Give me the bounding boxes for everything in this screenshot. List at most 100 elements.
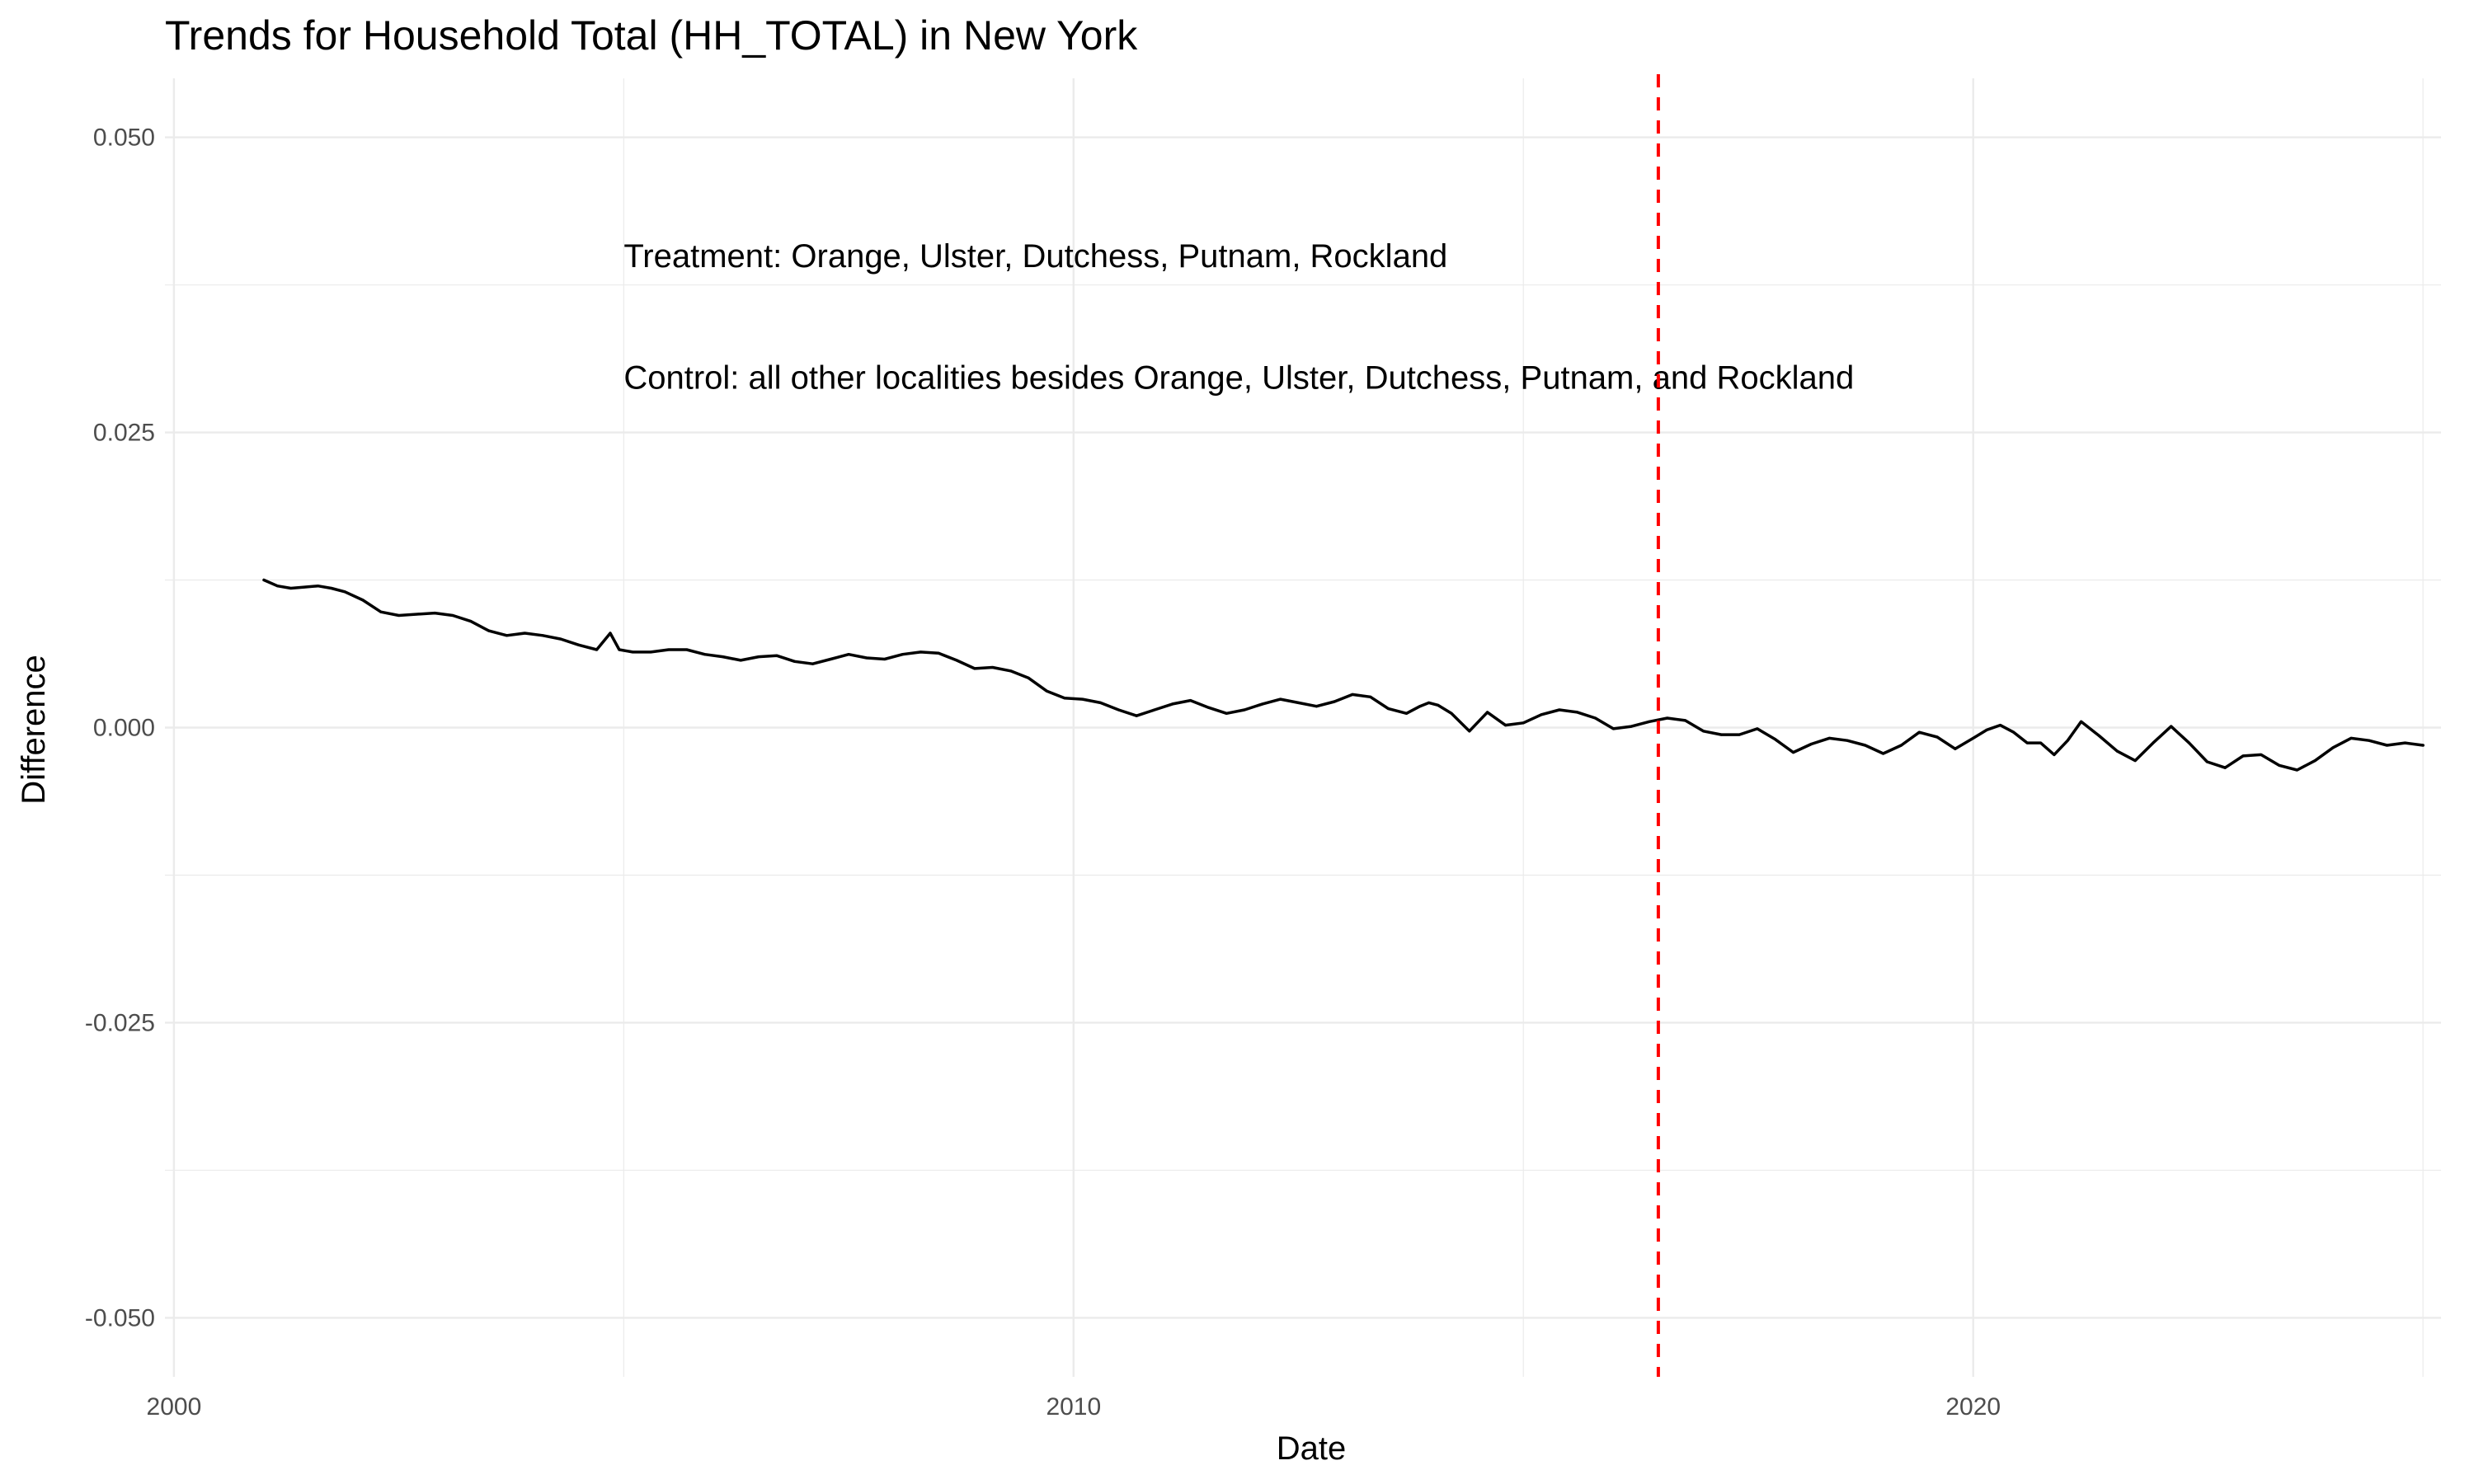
data-point — [595, 648, 599, 651]
data-point — [2368, 739, 2371, 742]
data-point — [1900, 744, 1903, 747]
series-layer — [262, 578, 2425, 772]
data-point — [330, 587, 333, 589]
data-point — [811, 662, 814, 665]
minor-gridlines — [165, 78, 2441, 1377]
data-point — [1827, 736, 1831, 740]
data-point — [1351, 693, 1354, 696]
data-point — [1063, 697, 1066, 700]
data-point — [919, 650, 922, 654]
data-point — [955, 659, 958, 662]
data-point — [397, 614, 401, 617]
y-tick-label: -0.050 — [85, 1304, 155, 1331]
data-point — [1864, 744, 1867, 747]
data-point — [631, 650, 634, 654]
data-point — [1504, 724, 1507, 727]
data-point — [1540, 713, 1543, 716]
data-point — [541, 634, 544, 637]
data-point — [1099, 701, 1102, 704]
data-point — [1999, 724, 2001, 727]
data-point — [2331, 746, 2335, 749]
data-point — [1027, 676, 1030, 679]
data-point — [1243, 708, 1246, 711]
data-point — [2223, 766, 2227, 769]
data-point — [1081, 697, 1084, 701]
x-tick-label: 2010 — [1046, 1393, 1101, 1421]
data-point — [775, 654, 778, 657]
data-point — [559, 637, 562, 641]
data-point — [1153, 708, 1156, 711]
data-point — [847, 653, 850, 656]
data-point — [2313, 759, 2316, 763]
data-point — [303, 585, 306, 589]
data-point — [1369, 695, 1372, 698]
data-point — [1954, 747, 1957, 750]
data-point — [1809, 743, 1813, 745]
y-tick-label: 0.025 — [93, 420, 155, 447]
data-point — [1135, 714, 1138, 717]
data-point — [1333, 700, 1336, 703]
data-point — [262, 579, 266, 581]
data-point — [1594, 716, 1597, 720]
data-point — [1297, 701, 1300, 704]
data-point — [1261, 702, 1264, 706]
data-point — [2012, 730, 2015, 734]
data-point — [1846, 739, 1849, 742]
data-point — [2170, 725, 2173, 728]
major-gridlines — [165, 78, 2441, 1377]
data-point — [757, 655, 760, 659]
data-point — [685, 648, 689, 651]
data-point — [1207, 706, 1210, 709]
data-point — [1117, 708, 1120, 711]
data-point — [1719, 733, 1723, 736]
data-point — [317, 585, 319, 588]
y-tick-label: 0.000 — [93, 715, 155, 742]
data-point — [289, 587, 293, 589]
data-point — [618, 648, 621, 651]
data-point — [1666, 716, 1669, 720]
data-point — [1279, 697, 1282, 701]
data-point — [343, 590, 346, 594]
data-point — [1009, 669, 1012, 673]
data-point — [2386, 744, 2388, 747]
data-point — [2421, 744, 2425, 747]
data-point — [1486, 711, 1489, 714]
data-point — [1917, 730, 1921, 734]
data-point — [901, 653, 904, 656]
x-axis-title: Date — [1277, 1430, 1347, 1467]
data-point — [1405, 711, 1408, 715]
x-tick-labels: 2000 2010 2020 — [147, 1393, 2001, 1421]
data-point — [1648, 720, 1651, 723]
data-point — [2349, 736, 2353, 740]
data-point — [361, 599, 365, 602]
data-point — [739, 659, 742, 662]
data-point — [2260, 753, 2263, 756]
data-point — [865, 656, 868, 660]
data-point — [469, 620, 473, 623]
data-point — [433, 612, 436, 615]
data-point — [721, 655, 724, 659]
annotations: Treatment: Orange, Ulster, Dutchess, Put… — [623, 238, 1854, 396]
data-point — [2080, 720, 2083, 723]
data-point — [1630, 725, 1633, 728]
data-point — [1387, 707, 1390, 711]
data-point — [2133, 759, 2137, 763]
data-point — [1611, 727, 1615, 730]
data-point — [991, 666, 995, 669]
data-point — [2152, 741, 2155, 744]
data-point — [577, 643, 581, 646]
data-point — [2403, 741, 2406, 744]
x-tick-label: 2000 — [147, 1393, 202, 1421]
annotation-text: Control: all other localities besides Or… — [623, 359, 1854, 396]
data-point — [1935, 735, 1939, 739]
data-point — [1225, 711, 1228, 715]
data-point — [937, 651, 940, 655]
data-point — [1792, 751, 1794, 754]
data-point — [487, 629, 491, 632]
data-point — [1684, 719, 1687, 722]
data-point — [609, 632, 612, 635]
data-point — [973, 667, 976, 670]
data-point — [1315, 705, 1318, 708]
data-point — [1418, 705, 1422, 708]
